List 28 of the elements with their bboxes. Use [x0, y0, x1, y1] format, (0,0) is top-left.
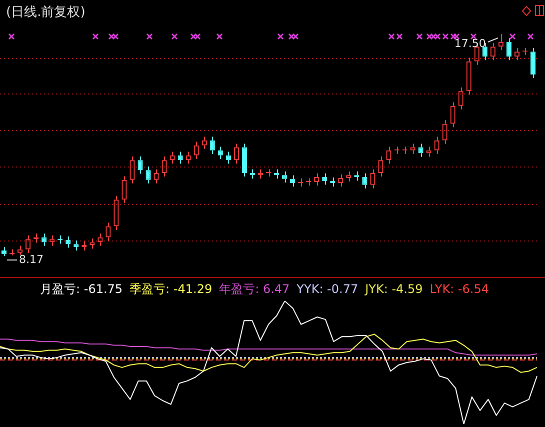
candlestick	[242, 143, 247, 178]
candlestick	[146, 166, 151, 184]
text: 月盈亏: -61.75	[40, 282, 123, 296]
candlestick	[218, 146, 223, 160]
annotation: 8.17	[19, 252, 44, 266]
text: 季盈亏: -41.29	[130, 282, 212, 296]
candlestick	[322, 172, 328, 186]
text: 年盈亏: 6.47	[219, 282, 290, 296]
candlestick	[210, 136, 215, 154]
text: LYK: -6.54	[430, 282, 489, 296]
candlestick	[282, 171, 288, 183]
candlestick	[42, 233, 47, 246]
candlestick	[138, 156, 143, 174]
candlestick	[290, 174, 296, 188]
annotation: 17.50	[454, 36, 486, 50]
candlestick	[298, 178, 304, 188]
candlestick	[362, 172, 368, 189]
candlestick	[58, 235, 63, 244]
candlestick	[66, 236, 71, 248]
candlestick	[74, 240, 79, 252]
text: JYK: -4.59	[365, 282, 423, 296]
candlestick	[1, 246, 7, 256]
candlestick	[506, 38, 512, 61]
chart-title: (日线.前复权)	[6, 4, 86, 21]
candlestick	[330, 176, 336, 188]
candlestick	[530, 48, 536, 79]
text: YYK: -0.77	[296, 282, 358, 296]
candlestick	[82, 240, 87, 252]
